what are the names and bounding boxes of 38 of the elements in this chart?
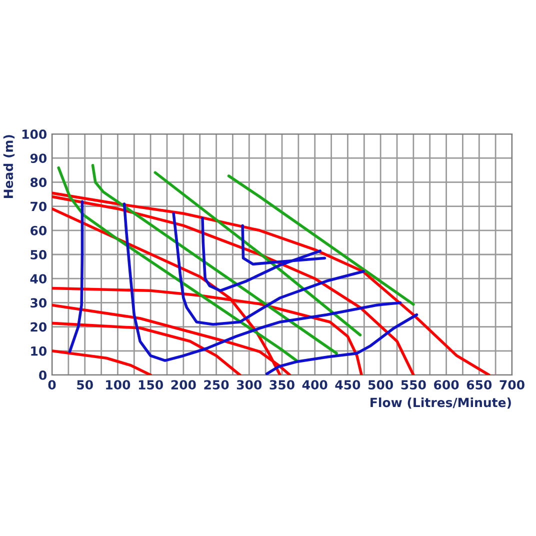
line-series bbox=[172, 212, 365, 326]
x-tick-label: 650 bbox=[466, 380, 492, 390]
y-tick-label: 100 bbox=[22, 129, 47, 139]
x-tick-label: 150 bbox=[138, 380, 164, 390]
x-tick-label: 250 bbox=[204, 380, 229, 390]
y-tick-label: 60 bbox=[30, 226, 47, 236]
x-tick-label: 350 bbox=[270, 380, 294, 390]
x-tick-label: 700 bbox=[500, 380, 524, 390]
x-tick-label: 100 bbox=[106, 380, 130, 390]
y-tick-label: 50 bbox=[30, 250, 47, 260]
y-axis-title: Head (m) bbox=[3, 135, 15, 198]
x-tick-label: 200 bbox=[171, 380, 196, 390]
x-tick-label: 0 bbox=[48, 380, 56, 390]
line-series bbox=[91, 164, 338, 355]
y-tick-label: 70 bbox=[30, 202, 47, 212]
line-series bbox=[122, 202, 402, 362]
x-tick-label: 300 bbox=[236, 380, 262, 390]
y-tick-label: 0 bbox=[39, 370, 47, 380]
y-tick-label: 30 bbox=[30, 298, 47, 308]
line-series bbox=[57, 166, 298, 362]
y-tick-label: 90 bbox=[30, 154, 47, 164]
x-tick-label: 400 bbox=[302, 380, 328, 390]
y-tick-label: 20 bbox=[30, 322, 47, 332]
x-tick-label: 50 bbox=[77, 380, 93, 390]
y-tick-label: 80 bbox=[30, 178, 47, 188]
x-tick-label: 600 bbox=[434, 380, 459, 390]
x-tick-label: 550 bbox=[401, 380, 426, 390]
line-series bbox=[68, 200, 84, 354]
line-series bbox=[52, 350, 152, 375]
x-tick-label: 450 bbox=[335, 380, 360, 390]
line-series bbox=[201, 216, 322, 292]
y-tick-label: 40 bbox=[30, 274, 47, 284]
line-series bbox=[52, 192, 490, 375]
line-series bbox=[265, 313, 418, 375]
x-tick-label: 500 bbox=[368, 380, 394, 390]
y-tick-label: 10 bbox=[31, 346, 47, 356]
x-axis-title: Flow (Litres/Minute) bbox=[370, 398, 511, 409]
line-series bbox=[52, 322, 242, 375]
